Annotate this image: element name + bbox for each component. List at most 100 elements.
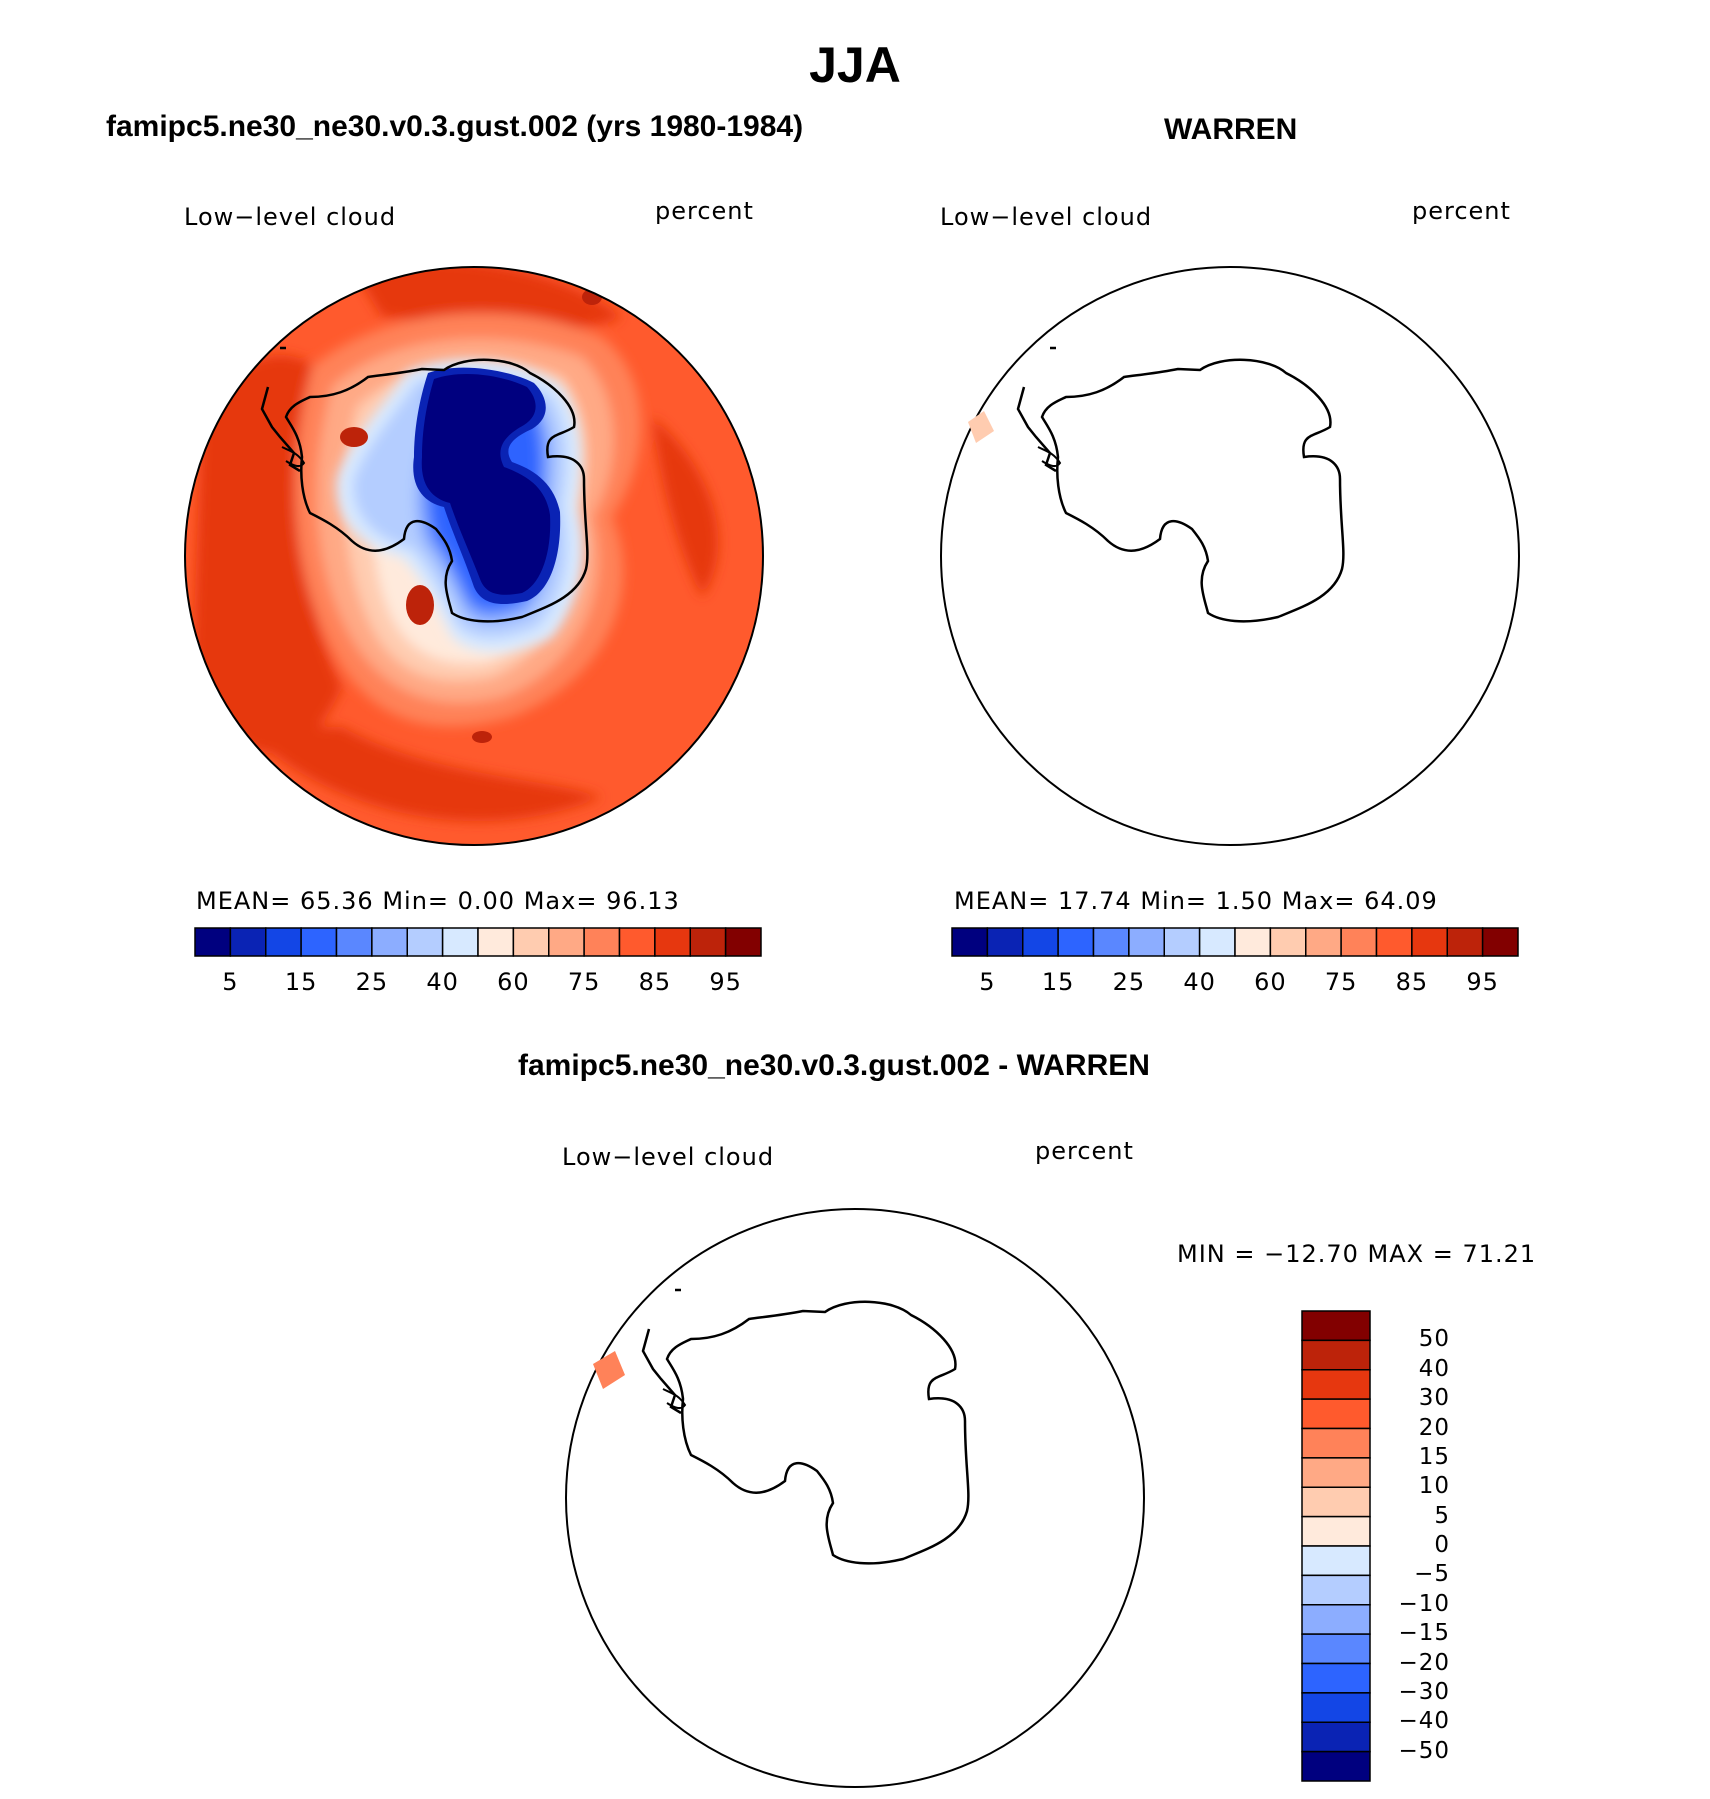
diff-colorbar-swatch <box>1301 1574 1371 1606</box>
model-colorbar-label: 85 <box>638 968 672 996</box>
obs-map <box>940 266 1520 846</box>
obs-colorbar-swatch <box>1305 927 1342 957</box>
diff-antarctica-coastline <box>665 1300 970 1565</box>
diff-units-label: percent <box>1035 1137 1134 1165</box>
model-colorbar-swatch <box>654 927 691 957</box>
model-colorbar-swatch <box>335 927 373 957</box>
diff-colorbar-swatch <box>1301 1662 1371 1694</box>
obs-colorbar-label: 15 <box>1041 968 1075 996</box>
model-colorbar-label: 60 <box>497 968 530 996</box>
model-colorbar-swatch <box>689 927 727 957</box>
model-colorbar-swatch <box>618 927 656 957</box>
diff-colorbar-label: 20 <box>1418 1414 1450 1441</box>
diff-colorbar-label: −30 <box>1398 1678 1450 1705</box>
model-panel-title: famipc5.ne30_ne30.v0.3.gust.002 (yrs 198… <box>106 110 804 143</box>
diff-colorbar-label: 15 <box>1418 1443 1450 1470</box>
page-title: JJA <box>809 37 901 93</box>
obs-colorbar-swatch <box>1198 927 1236 957</box>
obs-colorbar <box>951 927 1519 957</box>
obs-colorbar-swatch <box>1022 927 1059 957</box>
diff-colorbar-swatch <box>1301 1457 1371 1488</box>
model-units-label: percent <box>655 197 754 225</box>
diff-colorbar-swatch <box>1301 1515 1371 1547</box>
obs-colorbar-swatch <box>951 927 989 957</box>
diff-panel-title: famipc5.ne30_ne30.v0.3.gust.002 - WARREN <box>518 1049 1150 1082</box>
diff-colorbar-label: 0 <box>1434 1532 1450 1558</box>
diff-colorbar-swatch <box>1301 1369 1371 1400</box>
diff-colorbar-label: 50 <box>1418 1326 1450 1353</box>
obs-units-label: percent <box>1412 197 1511 225</box>
obs-colorbar-swatch <box>1446 927 1484 957</box>
model-colorbar-swatch <box>265 927 302 957</box>
model-colorbar <box>194 927 762 957</box>
diff-map <box>565 1208 1145 1788</box>
model-colorbar-swatch <box>229 927 267 957</box>
obs-colorbar-swatch <box>1057 927 1095 957</box>
obs-variable-label: Low−level cloud <box>940 203 1153 231</box>
diff-colorbar <box>1301 1310 1371 1782</box>
model-colorbar-label: 25 <box>355 968 389 996</box>
model-stats: MEAN= 65.36 Min= 0.00 Max= 96.13 <box>196 887 680 915</box>
diff-colorbar-label: −10 <box>1398 1590 1450 1617</box>
model-antarctica-coastline <box>284 358 589 623</box>
obs-colorbar-label: 25 <box>1112 968 1146 996</box>
obs-antarctica-coastline <box>1040 358 1345 623</box>
diff-colorbar-label: −15 <box>1398 1620 1450 1647</box>
obs-colorbar-swatch <box>1234 927 1272 957</box>
obs-colorbar-swatch <box>1269 927 1307 957</box>
diff-colorbar-label: −50 <box>1398 1737 1450 1764</box>
model-colorbar-swatch <box>441 927 479 957</box>
obs-colorbar-swatch <box>1411 927 1448 957</box>
obs-colorbar-label: 5 <box>979 968 996 996</box>
diff-colorbar-label: 10 <box>1418 1473 1450 1500</box>
obs-panel-title: WARREN <box>1164 113 1298 146</box>
obs-colorbar-swatch <box>1128 927 1165 957</box>
obs-stats: MEAN= 17.74 Min= 1.50 Max= 64.09 <box>954 887 1438 915</box>
diff-colorbar-swatch <box>1301 1750 1371 1782</box>
model-map <box>184 266 764 846</box>
model-colorbar-label: 75 <box>567 968 601 996</box>
obs-colorbar-label: 60 <box>1254 968 1287 996</box>
diff-colorbar-label: −5 <box>1414 1561 1450 1588</box>
diff-variable-label: Low−level cloud <box>562 1143 775 1171</box>
obs-colorbar-swatch <box>1163 927 1201 957</box>
diff-colorbar-swatch <box>1301 1398 1371 1430</box>
obs-colorbar-swatch <box>1340 927 1378 957</box>
model-colorbar-swatch <box>583 927 621 957</box>
diff-colorbar-label: 40 <box>1418 1355 1450 1382</box>
diff-colorbar-label: 5 <box>1434 1502 1450 1529</box>
model-colorbar-swatch <box>548 927 585 957</box>
obs-colorbar-swatch <box>1375 927 1413 957</box>
model-colorbar-swatch <box>300 927 338 957</box>
diff-colorbar-swatch <box>1301 1339 1371 1371</box>
obs-colorbar-swatch <box>986 927 1024 957</box>
diff-colorbar-swatch <box>1301 1427 1371 1459</box>
model-colorbar-swatch <box>724 927 762 957</box>
diff-colorbar-swatch <box>1301 1692 1371 1723</box>
diff-colorbar-swatch <box>1301 1633 1371 1665</box>
obs-colorbar-label: 85 <box>1395 968 1429 996</box>
model-variable-label: Low−level cloud <box>184 203 397 231</box>
model-colorbar-swatch <box>371 927 408 957</box>
obs-colorbar-label: 95 <box>1466 968 1499 996</box>
obs-colorbar-label: 75 <box>1324 968 1358 996</box>
obs-colorbar-swatch <box>1481 927 1519 957</box>
diff-colorbar-swatch <box>1301 1604 1371 1635</box>
model-colorbar-swatch <box>512 927 550 957</box>
obs-colorbar-swatch <box>1092 927 1130 957</box>
diff-colorbar-swatch <box>1301 1721 1371 1753</box>
diff-colorbar-label: −40 <box>1398 1708 1450 1735</box>
diff-colorbar-swatch <box>1301 1310 1371 1342</box>
model-colorbar-swatch <box>194 927 232 957</box>
diff-colorbar-swatch <box>1301 1545 1371 1577</box>
diff-colorbar-label: −20 <box>1398 1649 1450 1676</box>
model-colorbar-label: 5 <box>222 968 239 996</box>
obs-colorbar-label: 40 <box>1183 968 1216 996</box>
model-colorbar-swatch <box>477 927 515 957</box>
diff-stats: MIN = −12.70 MAX = 71.21 <box>1177 1240 1537 1268</box>
diff-colorbar-swatch <box>1301 1486 1371 1518</box>
model-colorbar-swatch <box>406 927 444 957</box>
model-colorbar-label: 95 <box>709 968 742 996</box>
model-colorbar-label: 15 <box>284 968 318 996</box>
model-colorbar-label: 40 <box>426 968 459 996</box>
